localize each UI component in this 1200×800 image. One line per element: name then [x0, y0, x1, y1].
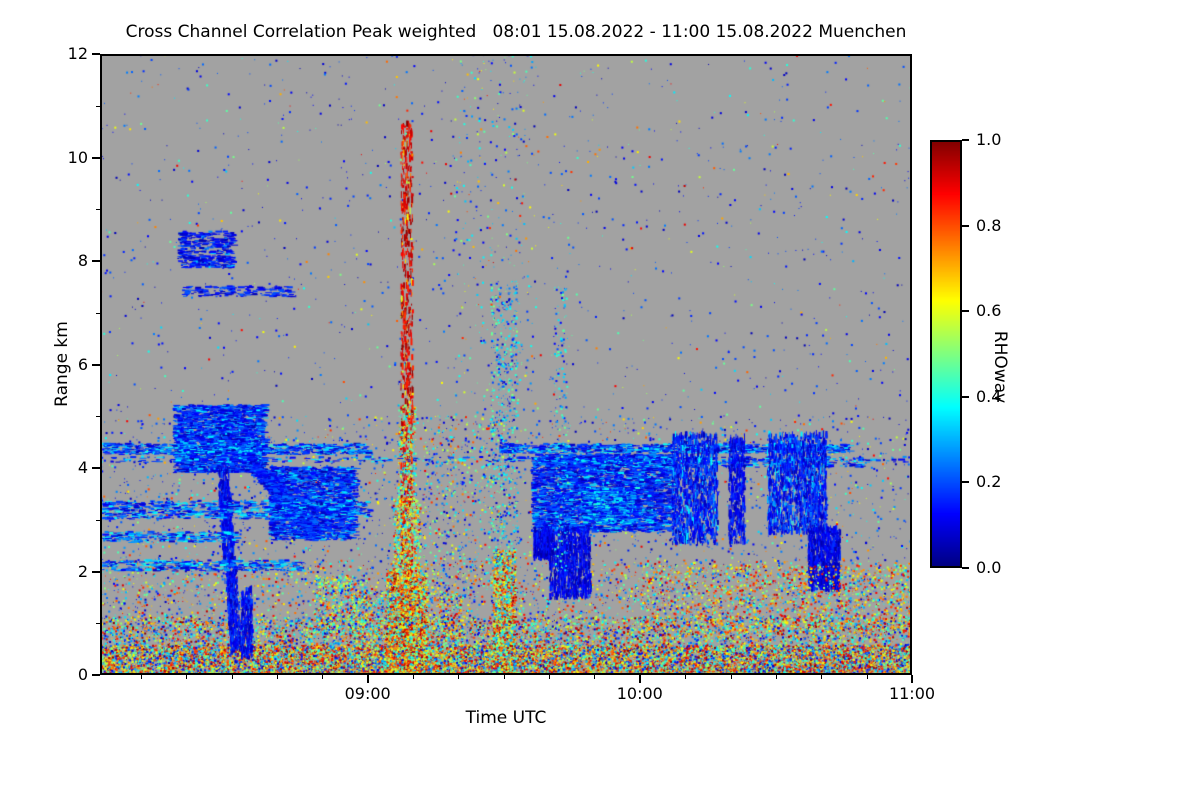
- colorbar-tick-label: 0.8: [976, 215, 1002, 235]
- x-minor-tick: [140, 675, 142, 679]
- y-tick: [92, 156, 100, 159]
- x-tick: [911, 675, 913, 683]
- y-minor-tick: [96, 623, 100, 625]
- y-minor-tick: [96, 519, 100, 521]
- colorbar-tick: [962, 395, 969, 398]
- x-minor-tick: [503, 675, 505, 679]
- x-minor-tick: [231, 675, 233, 679]
- chart-title: Cross Channel Correlation Peak weighted …: [125, 22, 907, 42]
- x-minor-tick: [413, 675, 414, 679]
- x-minor-tick: [685, 675, 687, 679]
- y-tick: [92, 467, 100, 469]
- y-minor-tick: [96, 105, 100, 107]
- x-tick: [638, 675, 641, 683]
- y-minor-tick: [96, 416, 100, 418]
- x-minor-tick: [322, 675, 324, 679]
- y-tick: [92, 260, 100, 262]
- y-tick-label: 12: [67, 44, 88, 63]
- x-minor-tick: [458, 675, 460, 679]
- colorbar-tick-label: 0.4: [976, 386, 1002, 406]
- y-tick-label: 10: [67, 147, 88, 167]
- colorbar-tick: [962, 481, 969, 484]
- y-tick-label: 4: [77, 458, 88, 477]
- colorbar-tick: [962, 224, 969, 227]
- y-minor-tick: [96, 209, 100, 211]
- y-tick: [92, 674, 100, 676]
- x-minor-tick: [821, 675, 823, 679]
- y-tick-label: 2: [77, 561, 88, 581]
- x-minor-tick: [730, 675, 732, 679]
- x-minor-tick: [594, 675, 596, 679]
- x-minor-tick: [186, 675, 188, 679]
- y-tick-label: 8: [77, 251, 88, 270]
- y-minor-tick: [96, 312, 100, 314]
- x-tick-label: 11:00: [888, 684, 936, 703]
- colorbar-tick-label: 0.6: [976, 301, 1002, 321]
- colorbar-tick: [962, 567, 969, 569]
- x-minor-tick: [549, 675, 551, 679]
- colorbar-tick: [962, 310, 969, 313]
- x-tick: [366, 675, 369, 683]
- x-tick-label: 09:00: [344, 684, 391, 703]
- colorbar-tick-label: 1.0: [976, 130, 1002, 149]
- colorbar-tick-label: 0.0: [976, 558, 1002, 577]
- x-minor-tick: [775, 675, 777, 679]
- x-minor-tick: [866, 675, 868, 679]
- x-axis-label: Time UTC: [465, 708, 547, 728]
- x-minor-tick: [276, 675, 278, 679]
- y-tick: [92, 53, 100, 55]
- heatmap-canvas: [100, 54, 912, 675]
- colorbar-canvas: [930, 140, 962, 568]
- y-tick: [92, 363, 100, 366]
- y-tick: [92, 570, 100, 573]
- colorbar-tick-label: 0.2: [976, 472, 1002, 492]
- y-tick-label: 6: [77, 354, 88, 374]
- y-tick-label: 0: [77, 665, 88, 684]
- x-tick-label: 10:00: [616, 684, 663, 703]
- colorbar-tick: [962, 139, 969, 141]
